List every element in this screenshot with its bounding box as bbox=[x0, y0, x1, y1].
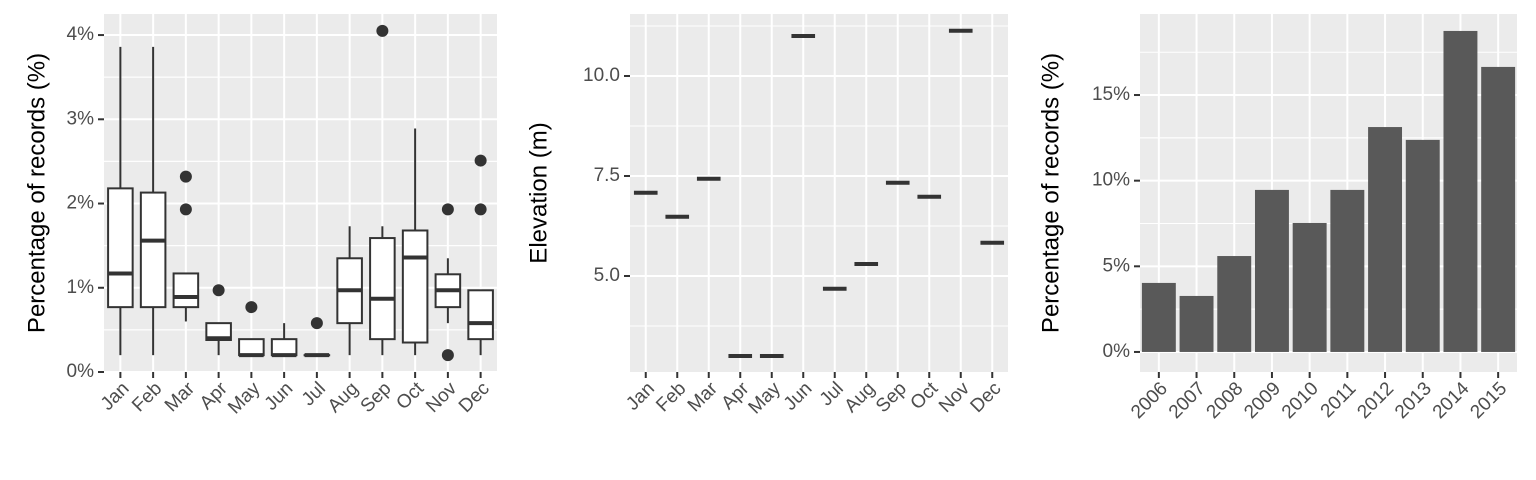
bar bbox=[1368, 127, 1403, 352]
y-tick-label: 4% bbox=[67, 24, 95, 45]
x-tick-label: Sep bbox=[872, 378, 911, 417]
x-tick-label: May bbox=[224, 378, 265, 419]
plot-background bbox=[104, 14, 497, 372]
x-tick-label: Jan bbox=[622, 378, 659, 415]
y-axis-title: Elevation (m) bbox=[525, 122, 552, 263]
x-tick-label: Aug bbox=[841, 378, 880, 417]
x-tick-label: May bbox=[745, 378, 786, 419]
x-tick-label: Jul bbox=[298, 378, 330, 410]
x-tick-label: Jun bbox=[780, 378, 817, 415]
box bbox=[467, 289, 494, 341]
box bbox=[107, 187, 134, 309]
box bbox=[139, 191, 167, 309]
x-tick-label: 2010 bbox=[1278, 378, 1323, 423]
x-tick-label: 2008 bbox=[1203, 378, 1248, 423]
box bbox=[270, 338, 298, 357]
outlier bbox=[376, 24, 389, 37]
outlier bbox=[310, 317, 323, 330]
x-tick-label: 2011 bbox=[1317, 378, 1361, 422]
x-tick-label: Nov bbox=[935, 378, 974, 417]
bar bbox=[1405, 139, 1440, 352]
outlier bbox=[179, 203, 192, 216]
y-tick-label: 0% bbox=[67, 361, 95, 382]
bar bbox=[1292, 222, 1327, 352]
chart-panel: 0% 1% 2% 3% 4% Percentage of records (%) JanFe… bbox=[23, 14, 497, 418]
x-tick-label: Apr bbox=[196, 378, 232, 414]
x-tick-label: 2009 bbox=[1240, 378, 1285, 423]
y-axis-title: Percentage of records (%) bbox=[23, 53, 50, 333]
outlier bbox=[474, 203, 487, 216]
x-tick-label: Nov bbox=[422, 378, 461, 417]
y-tick-label: 15% bbox=[1092, 84, 1130, 105]
y-tick-label: 10.0 bbox=[583, 65, 620, 86]
y-tick-label: 5% bbox=[1103, 255, 1131, 276]
x-tick-label: Feb bbox=[128, 378, 166, 416]
outlier bbox=[212, 284, 225, 297]
x-tick-label: Feb bbox=[652, 378, 690, 416]
x-tick-label: Jun bbox=[261, 378, 298, 415]
y-tick-label: 1% bbox=[67, 277, 95, 298]
y-tick-label: 0% bbox=[1103, 341, 1131, 362]
y-tick-label: 7.5 bbox=[594, 165, 620, 186]
bar bbox=[1443, 30, 1478, 352]
x-tick-label: Dec bbox=[455, 378, 494, 417]
x-tick-label: 2007 bbox=[1165, 378, 1210, 423]
x-tick-label: Dec bbox=[967, 378, 1006, 417]
bar bbox=[1217, 256, 1252, 352]
y-axis-title: Percentage of records (%) bbox=[1037, 53, 1064, 333]
y-tick-label: 5.0 bbox=[594, 265, 620, 286]
bar bbox=[1330, 189, 1365, 352]
plot-background bbox=[630, 14, 1008, 372]
x-tick-label: Sep bbox=[357, 378, 396, 417]
outlier bbox=[245, 301, 258, 314]
x-tick-label: 2014 bbox=[1429, 378, 1474, 423]
x-tick-label: Oct bbox=[907, 378, 943, 414]
box bbox=[238, 338, 265, 357]
x-tick-label: 2006 bbox=[1127, 378, 1172, 423]
y-tick-label: 2% bbox=[67, 193, 95, 214]
box bbox=[369, 237, 396, 341]
x-tick-label: 2015 bbox=[1466, 378, 1511, 423]
bar bbox=[1254, 189, 1289, 352]
x-tick-label: Oct bbox=[392, 378, 428, 414]
box bbox=[172, 272, 200, 309]
x-tick-label: Mar bbox=[161, 378, 199, 416]
x-tick-label: 2013 bbox=[1391, 378, 1436, 423]
box bbox=[401, 229, 429, 344]
chart-panel: 0%5%10%15%Percentage of records (%)20062… bbox=[1037, 14, 1517, 423]
x-tick-label: Mar bbox=[684, 378, 722, 416]
outlier bbox=[474, 154, 487, 167]
x-tick-label: Aug bbox=[324, 378, 363, 417]
outlier bbox=[441, 349, 454, 362]
bar bbox=[1179, 295, 1214, 352]
outlier bbox=[441, 203, 454, 216]
x-tick-label: 2012 bbox=[1353, 378, 1398, 423]
y-tick-label: 3% bbox=[67, 108, 95, 129]
x-tick-label: Jan bbox=[97, 378, 134, 415]
bar bbox=[1141, 282, 1176, 352]
y-tick-label: 10% bbox=[1092, 170, 1130, 191]
outlier bbox=[179, 170, 192, 183]
bar bbox=[1481, 66, 1516, 352]
